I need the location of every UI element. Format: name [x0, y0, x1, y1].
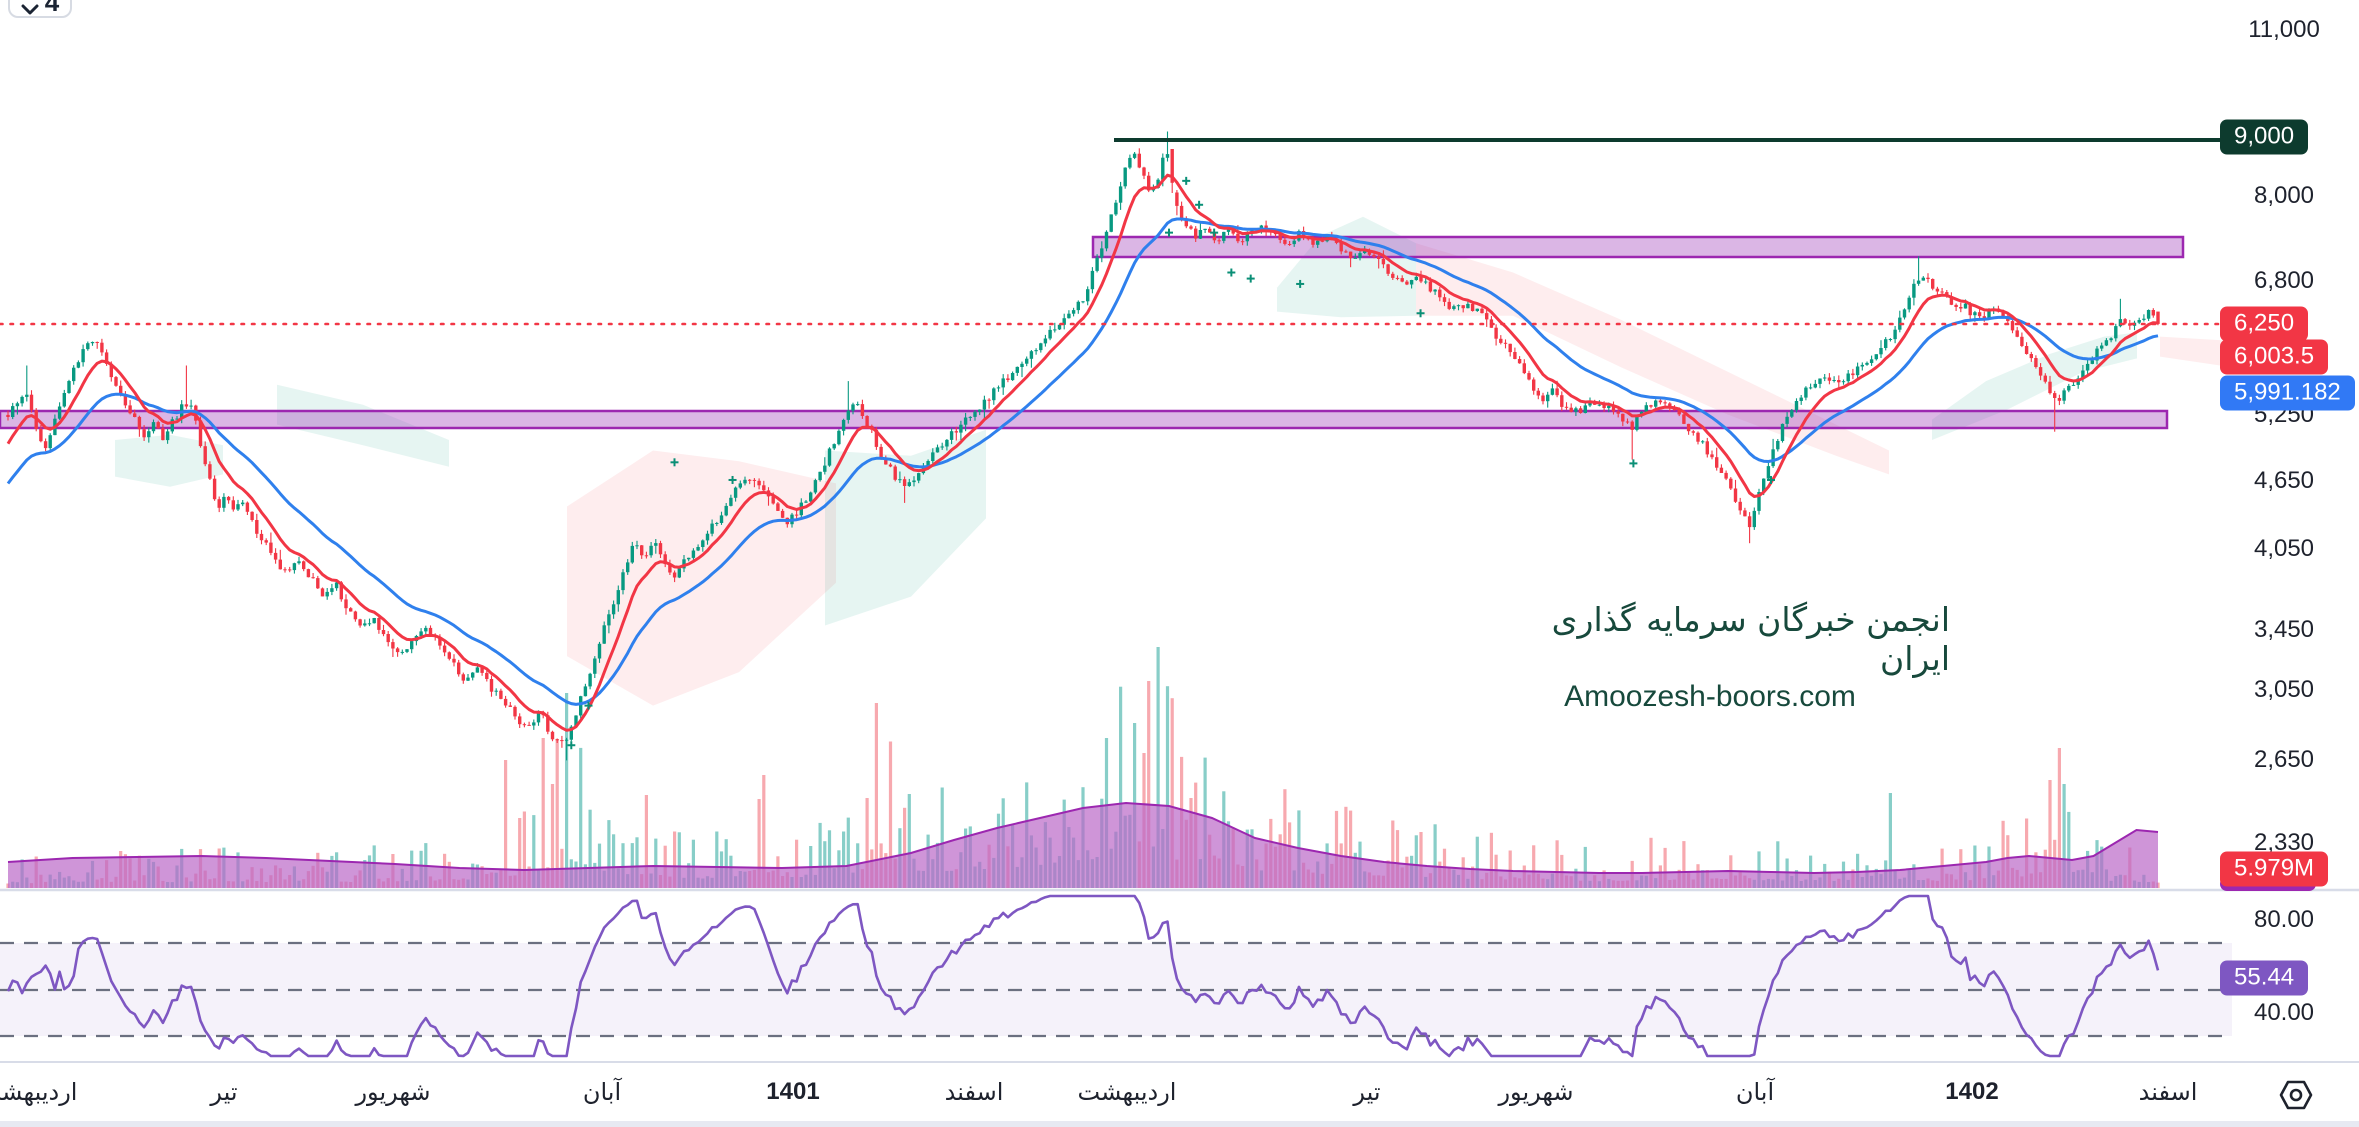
price-axis-tick: 11,000: [2248, 16, 2320, 43]
price-axis-tick: 6,800: [2253, 267, 2315, 294]
level-9000-badge: 9,000: [2220, 119, 2309, 155]
time-axis-month-label: شهریور: [1498, 1078, 1574, 1106]
price-axis-tick: 2,650: [2253, 746, 2315, 773]
time-axis-month-label: اردیبهشت: [1077, 1078, 1177, 1106]
time-axis-month-label: آبان: [1735, 1078, 1775, 1106]
time-axis-month-label: تیر: [210, 1078, 238, 1106]
rsi-value-badge: 55.44: [2220, 960, 2309, 996]
price-axis-tick: 40.00: [2253, 999, 2315, 1026]
time-axis-month-label: شهریور: [355, 1078, 431, 1106]
legend-collapse-count: 4: [44, 0, 60, 17]
ma-slow-value-badge: 5,991.182: [2220, 375, 2355, 411]
chevron-down-icon: [21, 4, 39, 15]
time-axis-month-label: اسفند: [2138, 1078, 2198, 1106]
price-axis-tick: 3,450: [2253, 616, 2315, 643]
volume-value-badge: 5.979M: [2220, 851, 2329, 887]
time-axis-year-label: 1401: [766, 1078, 820, 1105]
last-price-badge: 6,250: [2220, 306, 2309, 342]
price-axis-tick: 4,050: [2253, 535, 2315, 562]
price-axis-tick: 3,050: [2253, 676, 2315, 703]
time-axis-month-label: اسفند: [944, 1078, 1004, 1106]
price-axis-tick: 80.00: [2253, 906, 2315, 933]
timezone-hexagon-icon[interactable]: [2278, 1078, 2314, 1112]
price-axis-tick: 4,650: [2253, 467, 2315, 494]
price-axis-tick: 8,000: [2253, 182, 2315, 209]
time-axis-month-label: تیر: [1353, 1078, 1381, 1106]
time-axis-month-label: اردیبهشت: [0, 1078, 78, 1106]
time-axis-month-label: آبان: [582, 1078, 622, 1106]
ma-fast-value-badge: 6,003.5: [2220, 339, 2329, 375]
legend-collapse-button[interactable]: 4: [8, 0, 72, 18]
time-axis-year-label: 1402: [1945, 1078, 1999, 1105]
